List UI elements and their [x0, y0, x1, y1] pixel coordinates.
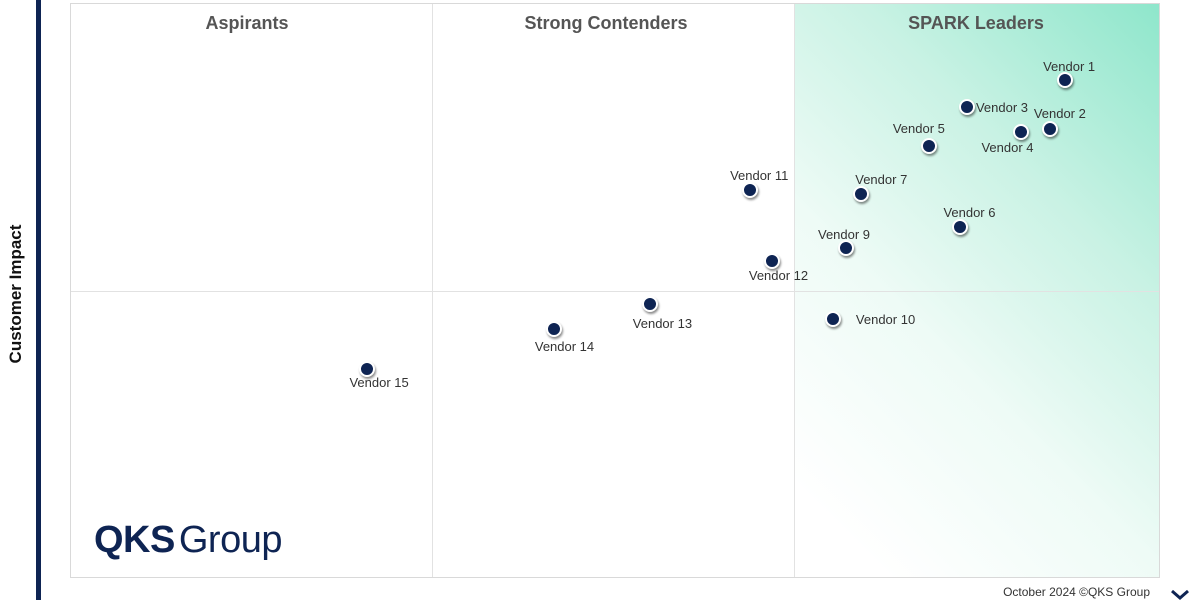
point-vendor-5 [920, 138, 937, 155]
point-vendor-14 [545, 321, 562, 338]
point-vendor-9 [837, 239, 854, 256]
point-label-vendor-13: Vendor 13 [632, 315, 693, 331]
quadrant-plot: Aspirants Strong Contenders SPARK Leader… [70, 3, 1160, 578]
point-vendor-15 [359, 361, 376, 378]
y-axis-label: Customer Impact [6, 224, 25, 364]
point-vendor-7 [853, 185, 870, 202]
horizontal-midline [71, 291, 1159, 292]
point-label-vendor-3: Vendor 3 [975, 99, 1029, 115]
quadrant-title-aspirants: Aspirants [205, 13, 289, 33]
point-label-vendor-2: Vendor 2 [1033, 105, 1086, 121]
point-vendor-6 [952, 219, 969, 236]
point-label-vendor-15: Vendor 15 [349, 375, 409, 391]
logo-bold-text: QKS [94, 519, 175, 561]
qks-group-logo: QKS Group [94, 519, 282, 562]
point-vendor-4 [1013, 124, 1030, 141]
point-vendor-1 [1057, 72, 1074, 89]
point-vendor-11 [742, 181, 759, 198]
point-label-vendor-5: Vendor 5 [892, 121, 945, 137]
point-label-vendor-1: Vendor 1 [1043, 59, 1096, 75]
point-label-vendor-11: Vendor 11 [730, 167, 789, 183]
quadrant-title-strong-contenders: Strong Contenders [524, 13, 688, 33]
point-vendor-3 [958, 98, 975, 115]
point-label-vendor-6: Vendor 6 [943, 205, 996, 221]
x-axis-arrow-icon [1168, 588, 1190, 600]
footer-credit: October 2024 ©QKS Group [1003, 585, 1150, 599]
point-label-vendor-14: Vendor 14 [534, 339, 595, 355]
point-label-vendor-12: Vendor 12 [748, 268, 809, 284]
point-label-vendor-9: Vendor 9 [817, 226, 871, 242]
point-vendor-12 [763, 253, 780, 270]
leaders-zone [794, 4, 1159, 577]
point-vendor-10 [824, 310, 841, 327]
point-label-vendor-7: Vendor 7 [855, 171, 908, 187]
point-vendor-2 [1041, 120, 1058, 137]
quadrant-title-spark-leaders: SPARK Leaders [908, 13, 1044, 33]
divider-aspirants-contenders [432, 4, 433, 577]
divider-contenders-leaders [794, 4, 795, 577]
y-axis-line [36, 0, 41, 600]
point-label-vendor-4: Vendor 4 [981, 140, 1034, 156]
logo-light-text: Group [178, 519, 283, 561]
point-vendor-13 [641, 295, 658, 312]
point-label-vendor-10: Vendor 10 [855, 311, 916, 327]
